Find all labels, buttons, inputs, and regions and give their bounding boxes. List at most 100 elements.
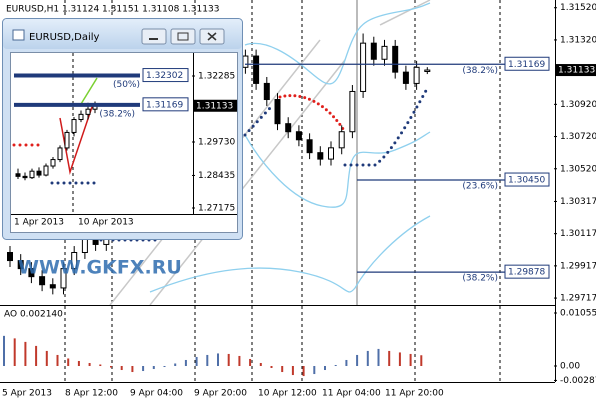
ao-bar bbox=[377, 348, 380, 367]
ao-bar bbox=[24, 341, 27, 367]
x-tick-label: 1 Apr 2013 bbox=[14, 218, 64, 228]
minimize-button[interactable] bbox=[141, 28, 167, 45]
candle-body bbox=[60, 268, 67, 289]
ao-bar bbox=[409, 353, 412, 367]
inset-window: EURUSD,Daily 1.32302(50%)1.31169(38.2%)1… bbox=[2, 18, 243, 240]
ao-bar bbox=[313, 366, 316, 375]
main-pane bbox=[64, 0, 501, 382]
x-tick-label: 10 Apr 12:00 bbox=[258, 389, 317, 399]
ao-bar bbox=[398, 352, 401, 367]
ao-title: AO 0.002140 bbox=[4, 310, 63, 320]
y-tick-label: 1.30720 bbox=[560, 132, 596, 142]
candle-body bbox=[263, 82, 270, 101]
ao-bar bbox=[99, 364, 102, 367]
y-tick-label: 1.27175 bbox=[198, 204, 235, 214]
current-price-box bbox=[194, 99, 237, 112]
candle-body bbox=[306, 139, 313, 154]
current-price-label: 1.31133 bbox=[196, 101, 233, 111]
y-tick-label: 1.30117 bbox=[560, 229, 596, 239]
fibo-trend bbox=[59, 103, 94, 175]
ao-bar bbox=[184, 359, 187, 367]
inset-chart: 1.32302 (50%) 1.31169 (38.2%) 1.32285 1.29730… bbox=[14, 68, 237, 214]
ao-bar bbox=[206, 354, 209, 367]
x-tick-label: 8 Apr 12:00 bbox=[65, 389, 118, 399]
candle-body bbox=[285, 123, 292, 133]
candle-body bbox=[29, 170, 35, 179]
y-tick-label: 1.29717 bbox=[560, 294, 596, 304]
y-tick-label: 1.29917 bbox=[560, 261, 596, 271]
candle-body bbox=[381, 45, 388, 60]
candle-body bbox=[57, 147, 63, 161]
level-percent: (38.2%) bbox=[462, 66, 498, 76]
y-tick-label: -0.00287 bbox=[560, 376, 596, 386]
ao-bar bbox=[259, 362, 262, 367]
x-tick-label: 9 Apr 20:00 bbox=[194, 389, 247, 399]
candle-body bbox=[328, 147, 334, 160]
ao-bar bbox=[195, 356, 198, 367]
level-label: 1.30450 bbox=[508, 176, 545, 186]
level-label: 1.29878 bbox=[508, 268, 545, 278]
candle-body bbox=[17, 260, 24, 270]
candle-body bbox=[295, 131, 302, 141]
ao-bar bbox=[67, 358, 70, 367]
maximize-button[interactable] bbox=[170, 28, 196, 45]
level-percent: (23.6%) bbox=[462, 182, 498, 192]
bands bbox=[149, 2, 431, 293]
candle-body bbox=[7, 252, 13, 262]
level-box bbox=[504, 172, 550, 187]
level-box bbox=[142, 68, 189, 83]
level-box bbox=[504, 56, 550, 71]
candle-body bbox=[71, 119, 77, 133]
level-percent: (50%) bbox=[113, 80, 140, 90]
candle-body bbox=[28, 268, 35, 278]
ao-bar bbox=[238, 355, 241, 367]
ao-pane bbox=[3, 335, 423, 377]
candle-body bbox=[370, 42, 377, 60]
candle-body bbox=[49, 284, 56, 289]
candle-body bbox=[64, 131, 70, 149]
ao-bar bbox=[366, 350, 369, 367]
fibo-trend bbox=[80, 77, 98, 105]
candle-body bbox=[349, 90, 356, 133]
candle-body bbox=[274, 99, 281, 125]
ao-bar bbox=[3, 335, 5, 367]
x-tick-label: 10 Apr 2013 bbox=[78, 218, 134, 228]
ao-bar bbox=[13, 338, 16, 367]
ao-bar bbox=[152, 366, 155, 370]
candle-body bbox=[15, 173, 21, 177]
candle-body bbox=[50, 159, 56, 167]
fibo-levels: 1.31169 (38.2%) 1.30450 (23.6%) 1.29878 (38.2… bbox=[245, 56, 550, 284]
candle-body bbox=[43, 165, 49, 176]
candle-body bbox=[360, 42, 367, 92]
ao-bar bbox=[142, 366, 145, 372]
ao-bar bbox=[420, 355, 423, 367]
ao-bar bbox=[88, 362, 91, 367]
ao-bar bbox=[388, 350, 391, 367]
x-tick-label: 11 Apr 04:00 bbox=[322, 389, 381, 399]
candle-body bbox=[402, 71, 409, 84]
x-tick-label: 9 Apr 04:00 bbox=[130, 389, 183, 399]
level-percent: (38.2%) bbox=[99, 109, 135, 119]
candle-body bbox=[71, 252, 78, 270]
level-label: 1.32302 bbox=[146, 71, 183, 81]
candle-body bbox=[392, 45, 399, 73]
candle-body bbox=[242, 55, 249, 68]
ao-bar bbox=[324, 366, 326, 371]
y-tick-label: 1.30920 bbox=[560, 100, 596, 110]
level-percent: (38.2%) bbox=[462, 274, 498, 284]
y-tick-label: 1.32285 bbox=[198, 71, 235, 81]
price-scale: 1.31520 1.31320 1.30920 1.30720 1.30520 1.303… bbox=[554, 3, 596, 386]
candle-body bbox=[253, 55, 260, 84]
candle-body bbox=[424, 69, 431, 72]
ao-bar bbox=[345, 359, 348, 367]
current-price-box bbox=[556, 64, 596, 77]
ao-bar bbox=[334, 364, 337, 367]
y-tick-label: 0.010552 bbox=[560, 308, 596, 318]
y-tick-label: 1.31520 bbox=[560, 3, 596, 13]
y-tick-label: 1.31320 bbox=[560, 35, 596, 45]
level-label: 1.31169 bbox=[146, 100, 183, 110]
ao-bar bbox=[35, 345, 38, 367]
candle-body bbox=[338, 131, 345, 149]
sar-dots bbox=[278, 94, 347, 134]
